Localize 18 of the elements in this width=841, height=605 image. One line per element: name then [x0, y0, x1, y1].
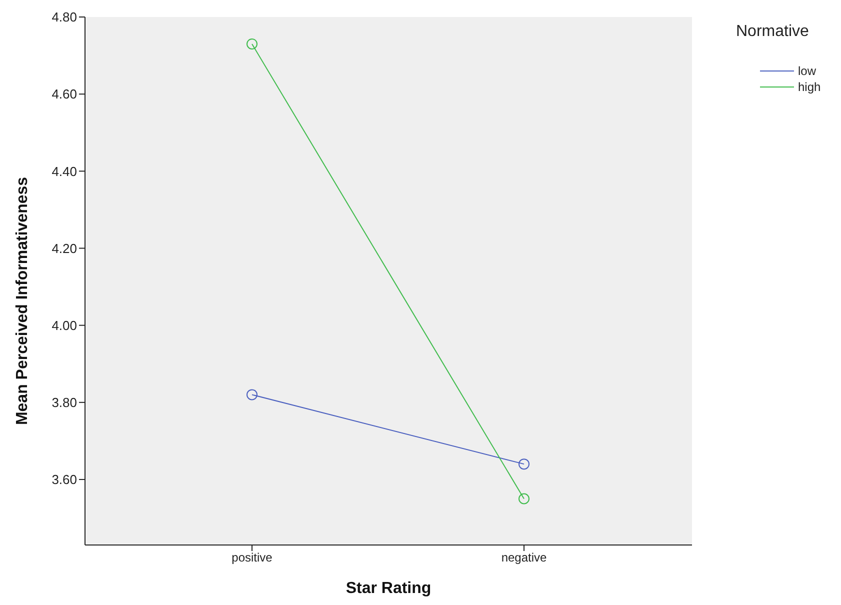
legend-label: high: [798, 80, 821, 94]
legend-label: low: [798, 64, 816, 78]
legend-title: Normative: [736, 23, 810, 41]
y-axis-title: Mean Perceived Informativeness: [14, 176, 32, 426]
y-tick-label: 4.60: [52, 86, 77, 102]
x-tick-label: negative: [501, 550, 548, 565]
y-tick-label: 4.40: [52, 164, 77, 179]
y-tick-label: 4.00: [52, 318, 77, 333]
y-tick-label: 4.20: [52, 240, 77, 256]
point: [246, 389, 258, 400]
x-tick-label: positive: [232, 550, 273, 565]
y-tick-label: 3.60: [52, 472, 77, 488]
y-tick-label: 3.80: [52, 395, 77, 410]
point: [518, 458, 530, 470]
x-axis-title: Star Rating: [344, 580, 432, 598]
point: [518, 493, 530, 504]
y-tick-label: 4.80: [52, 10, 77, 25]
point: [246, 38, 258, 50]
